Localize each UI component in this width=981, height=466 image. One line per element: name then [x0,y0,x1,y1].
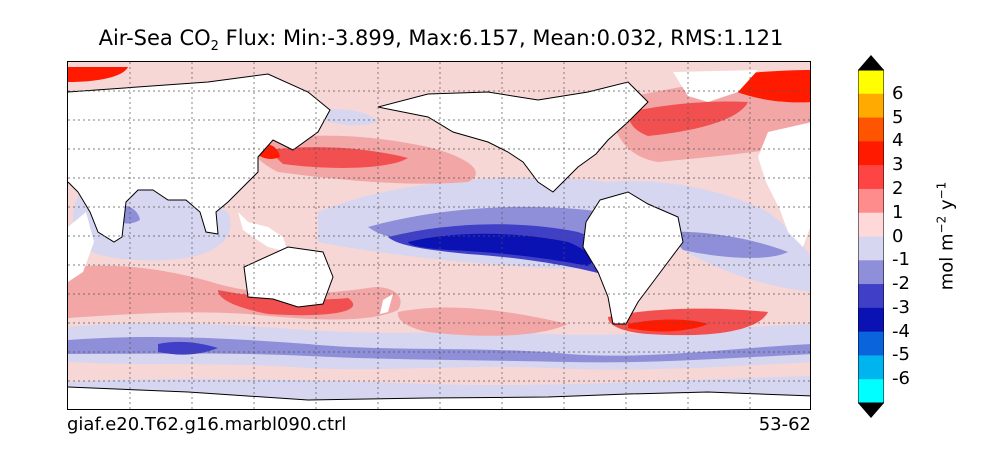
colorbar-tick-label: 3 [892,154,904,176]
land-greenland [673,70,758,102]
graticule [68,62,810,409]
colorbar-frame [858,69,884,404]
southern-ocean-neg-band-2 [68,337,810,363]
colorbar-segment [858,188,884,214]
colorbar-under-arrow [858,403,884,418]
land-africa-east [68,212,94,282]
colorbar-tick-label: -5 [892,344,910,366]
colorbar-tick-label: -2 [892,273,910,295]
unit-mid: y [936,199,958,216]
colorbar-segment [858,260,884,285]
colorbar-tick-label: 1 [892,201,904,223]
colorbar [858,55,884,418]
map-canvas [68,62,810,409]
colorbar-segment [858,141,884,166]
run-name-label: giaf.e20.T62.g16.marbl090.ctrl [67,414,347,435]
colorbar-segment [858,284,884,309]
colorbar-tick-label: -3 [892,296,910,318]
land-south-america [583,192,683,324]
title-subscript: 2 [210,39,219,55]
colorbar-segment [858,117,884,142]
flux-map [67,61,811,410]
colorbar-tick-label: 6 [892,82,904,104]
colorbar-segment [858,331,884,356]
colorbar-over-arrow [858,55,884,70]
colorbar-segment [858,355,884,380]
land-north-america [378,82,648,192]
colorbar-segment [858,212,884,237]
colorbar-segment [858,70,884,95]
southern-indian-neg-core [158,341,218,355]
colorbar-tick-label: 4 [892,130,904,152]
unit-exp2: −1 [934,181,949,200]
unit-prefix: mol m [936,233,958,291]
coastlines [68,73,810,401]
colorbar-segment [858,307,884,333]
colorbar-segments [858,70,884,404]
colorbar-segment [858,93,884,119]
colorbar-segment [858,236,884,261]
title-suffix: Flux: Min:-3.899, Max:6.157, Mean:0.032,… [218,26,784,50]
land-australia [244,247,333,307]
colorbar-tick-label: 2 [892,177,904,199]
years-label: 53-62 [758,414,811,435]
tropical-pacific-neg-4 [408,233,592,266]
colorbar-tick-label: -4 [892,320,910,342]
barents-pos-max [68,67,128,82]
colorbar-tick-label: 0 [892,225,904,247]
north-pacific-pos-core [268,147,408,168]
land-new-zealand [380,294,393,314]
colorbar-tick-label: 5 [892,106,904,128]
colorbar-segment [858,379,884,404]
title-prefix: Air-Sea CO [98,26,211,50]
land-europe-africa-west [758,122,810,247]
land-maritime-continent [238,212,288,252]
colorbar-unit-label: mol m−2 y−1 [935,182,958,291]
south-atlantic-neg-core [668,231,788,258]
colorbar-tick-label: -1 [892,249,910,271]
colorbar-tick-label: -6 [892,368,910,390]
unit-exp1: −2 [934,215,949,234]
land-eurasia-east [68,74,330,242]
map-title: Air-Sea CO2 Flux: Min:-3.899, Max:6.157,… [0,26,882,54]
colorbar-segment [858,165,884,190]
